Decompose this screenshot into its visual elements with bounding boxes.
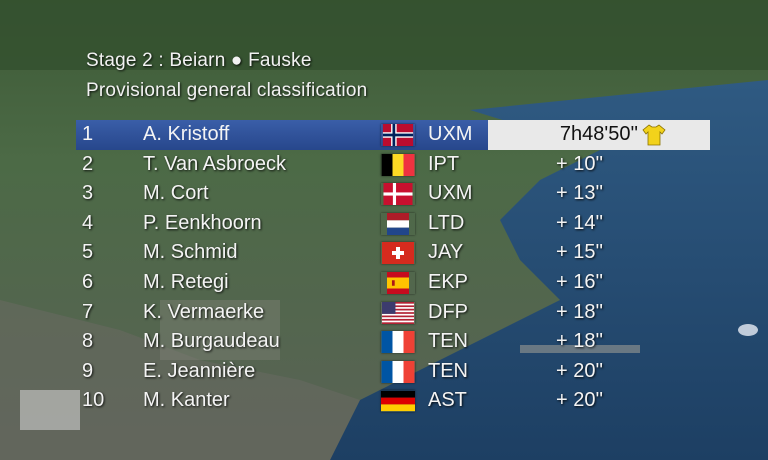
rider-name: P. Eenkhoorn [143, 211, 262, 234]
standing-row: 4 P. Eenkhoorn LTD + 14'' [76, 209, 666, 239]
team-code: UXM [428, 182, 473, 205]
rider-name: E. Jeannière [143, 359, 256, 382]
rider-name: K. Vermaerke [143, 300, 265, 323]
spain-flag-icon [381, 272, 415, 294]
france-flag-icon [381, 360, 415, 383]
rider-name: M. Burgaudeau [143, 330, 280, 353]
france-flag-icon [381, 331, 415, 354]
time-gap: + 15'' [556, 241, 604, 264]
time-gap: + 16'' [556, 271, 604, 293]
usa-flag-icon [381, 301, 415, 324]
netherlands-flag-icon [381, 212, 415, 235]
rank: 6 [82, 271, 94, 293]
standing-row: 3 M. Cort UXM + 13'' [76, 179, 666, 209]
rider-name: M. Schmid [143, 241, 238, 264]
team-code: DFP [428, 300, 468, 323]
standing-row: 6 M. Retegi EKP + 16'' [76, 268, 666, 298]
standing-row: 5 M. Schmid JAY + 15'' [76, 238, 666, 268]
team-code: EKP [428, 271, 469, 293]
yellow-jersey-icon [642, 123, 666, 147]
rank: 2 [82, 152, 94, 175]
classification-title: Provisional general classification [86, 80, 368, 101]
rank: 3 [82, 182, 94, 205]
time-gap: + 13'' [556, 182, 604, 205]
switzerland-flag-icon [381, 242, 415, 265]
time-gap: 7h48'50'' [559, 123, 639, 145]
team-code: AST [428, 389, 467, 412]
team-code: IPT [428, 152, 460, 175]
time-gap: + 10'' [556, 152, 604, 175]
rider-name: M. Cort [143, 182, 209, 205]
standing-row: 8 M. Burgaudeau TEN + 18'' [76, 327, 666, 357]
standing-row: 1 A. Kristoff UXM 7h48'50'' [76, 120, 710, 150]
denmark-flag-icon [381, 183, 415, 206]
time-gap: + 20'' [556, 359, 604, 382]
team-code: JAY [428, 241, 464, 264]
stage-title: Stage 2 : Beiarn ● Fauske [86, 50, 312, 71]
standing-row: 10 M. Kanter AST + 20'' [76, 386, 666, 416]
team-code: TEN [428, 330, 468, 353]
rider-name: T. Van Asbroeck [143, 152, 287, 175]
norway-flag-icon [381, 124, 415, 146]
time-gap: + 18'' [556, 300, 604, 323]
time-gap: + 20'' [556, 389, 604, 412]
time-gap: + 18'' [556, 330, 604, 353]
rider-name: M. Kanter [143, 389, 230, 412]
standing-row: 7 K. Vermaerke DFP + 18'' [76, 298, 666, 328]
rider-name: A. Kristoff [143, 123, 230, 145]
germany-flag-icon [381, 390, 415, 412]
standing-row: 9 E. Jeannière TEN + 20'' [76, 357, 666, 387]
rank: 9 [82, 359, 94, 382]
leader-time-box [488, 120, 710, 150]
belgium-flag-icon [381, 153, 415, 176]
time-gap: + 14'' [556, 211, 604, 234]
team-code: LTD [428, 211, 465, 234]
rider-name: M. Retegi [143, 271, 229, 293]
team-code: TEN [428, 359, 468, 382]
rank: 7 [82, 300, 94, 323]
rank: 8 [82, 330, 94, 353]
rank: 5 [82, 241, 94, 264]
rank: 10 [82, 389, 105, 412]
rank: 1 [82, 123, 94, 145]
rank: 4 [82, 211, 94, 234]
standing-row: 2 T. Van Asbroeck IPT + 10'' [76, 150, 666, 180]
team-code: UXM [428, 123, 473, 145]
leader-band [76, 120, 488, 150]
